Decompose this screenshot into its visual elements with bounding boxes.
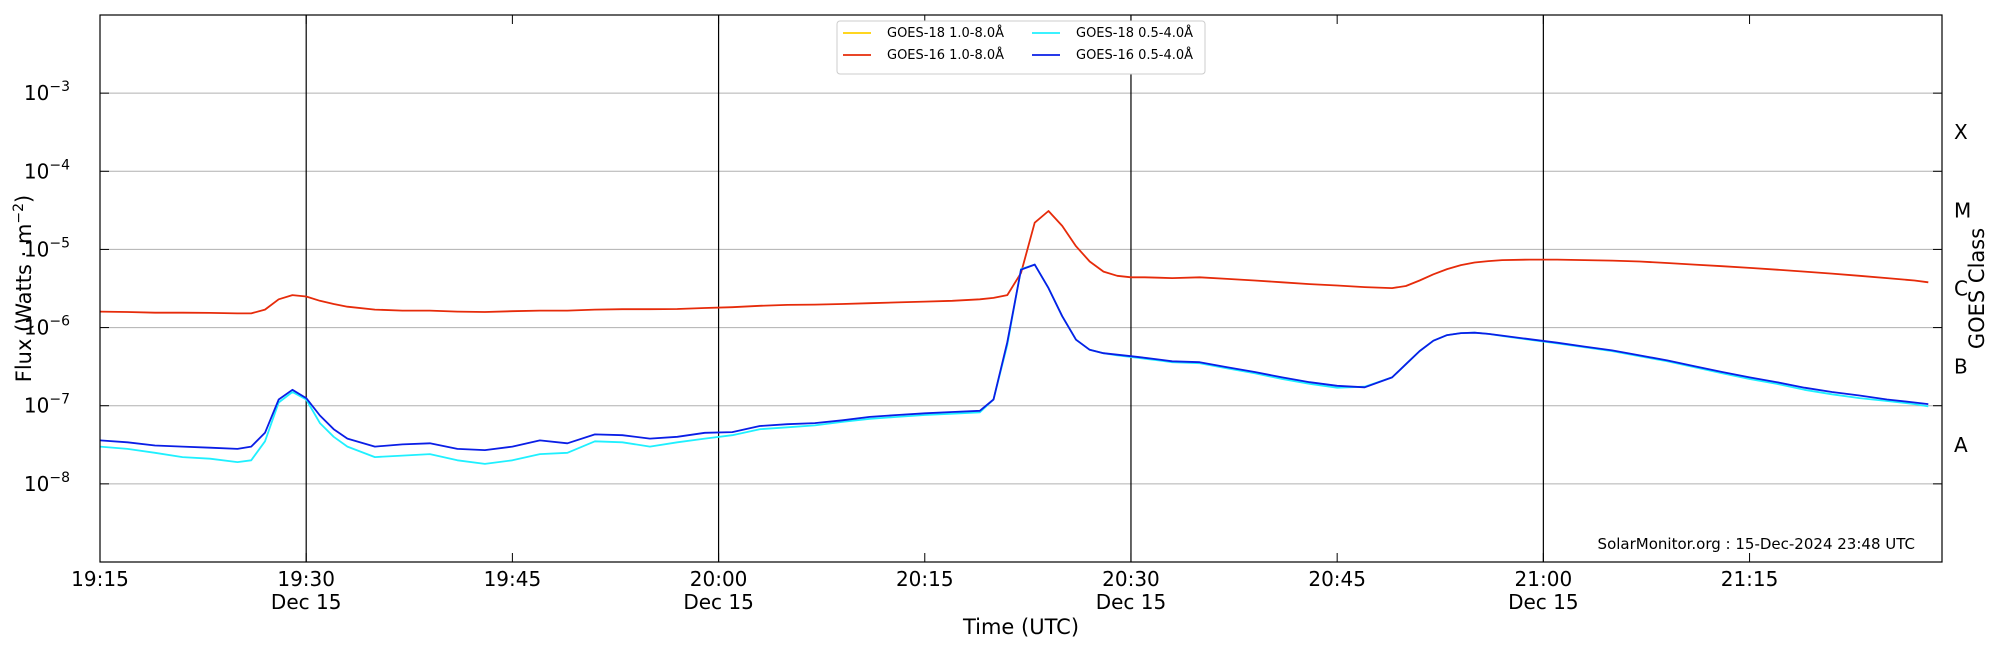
y-axis-title-main: Flux (Watts · m (12, 224, 36, 383)
y-tick-label-exponent: −3 (49, 79, 70, 95)
series-lines (99, 210, 1929, 465)
x-tick-label: 19:45 (484, 567, 542, 591)
goes-class-label: X (1954, 120, 1968, 144)
goes-class-label: M (1954, 198, 1971, 222)
y-tick-label: 10−8 (24, 470, 70, 496)
y-tick-label-exponent: −6 (49, 314, 70, 330)
y-tick-label-base: 10 (24, 237, 49, 261)
grid (100, 92, 1942, 485)
x-tick-sublabel: Dec 15 (1096, 590, 1167, 614)
legend: GOES-18 1.0-8.0Å GOES-16 1.0-8.0Å GOES-18 … (836, 20, 1206, 75)
axis-ticks (99, 15, 1942, 562)
y-tick-label-base: 10 (24, 394, 49, 418)
goes-class-labels: A B C M X (1954, 120, 1971, 457)
goes-class-label: C (1954, 277, 1968, 301)
y-tick-label-base: 10 (24, 159, 49, 183)
y-tick-label: 10−6 (24, 314, 70, 340)
legend-label-3: GOES-16 0.5-4.0Å (1076, 47, 1193, 63)
y-axis-title-close: ) (12, 195, 36, 203)
x-tick-label: 20:30 (1102, 567, 1160, 591)
y-tick-label-exponent: −8 (49, 470, 70, 486)
x-tick-label: 20:15 (896, 567, 954, 591)
y-tick-label: 10−4 (24, 157, 70, 183)
series-line-3 (99, 263, 1929, 451)
x-tick-label: 21:00 (1515, 567, 1573, 591)
x-axis-title: Time (UTC) (962, 615, 1079, 639)
plot-frame (99, 14, 1943, 563)
y-tick-label-exponent: −5 (49, 235, 70, 251)
x-tick-label: 21:15 (1721, 567, 1779, 591)
y-tick-label: 10−7 (24, 392, 70, 418)
goes-class-label: A (1954, 433, 1968, 457)
x-tick-label: 20:45 (1308, 567, 1366, 591)
x-tick-sublabel: Dec 15 (683, 590, 754, 614)
y-tick-label-exponent: −7 (49, 392, 70, 408)
goes-class-label: B (1954, 355, 1968, 379)
y-tick-label-base: 10 (24, 316, 49, 340)
credit-text: SolarMonitor.org : 15-Dec-2024 23:48 UTC (1598, 535, 1915, 553)
vertical-day-lines (305, 15, 1544, 562)
legend-box (836, 20, 1206, 75)
series-line-1 (99, 210, 1929, 315)
right-axis-title: GOES Class (1965, 228, 1989, 349)
x-tick-label: 19:15 (71, 567, 129, 591)
y-tick-label: 10−3 (24, 79, 70, 105)
legend-label-2: GOES-18 0.5-4.0Å (1076, 25, 1193, 41)
legend-label-0: GOES-18 1.0-8.0Å (887, 25, 1004, 41)
y-tick-label-exponent: −4 (49, 157, 70, 173)
y-tick-label: 10−5 (24, 235, 70, 261)
y-axis-title: Flux (Watts · m−2) (11, 195, 36, 383)
x-tick-sublabel: Dec 15 (271, 590, 342, 614)
y-tick-label-base: 10 (24, 81, 49, 105)
y-tick-label-base: 10 (24, 472, 49, 496)
x-tick-label: 20:00 (690, 567, 748, 591)
legend-label-1: GOES-16 1.0-8.0Å (887, 47, 1004, 63)
x-tick-sublabel: Dec 15 (1508, 590, 1579, 614)
y-axis-title-superscript: −2 (11, 203, 27, 224)
x-tick-label: 19:30 (277, 567, 335, 591)
